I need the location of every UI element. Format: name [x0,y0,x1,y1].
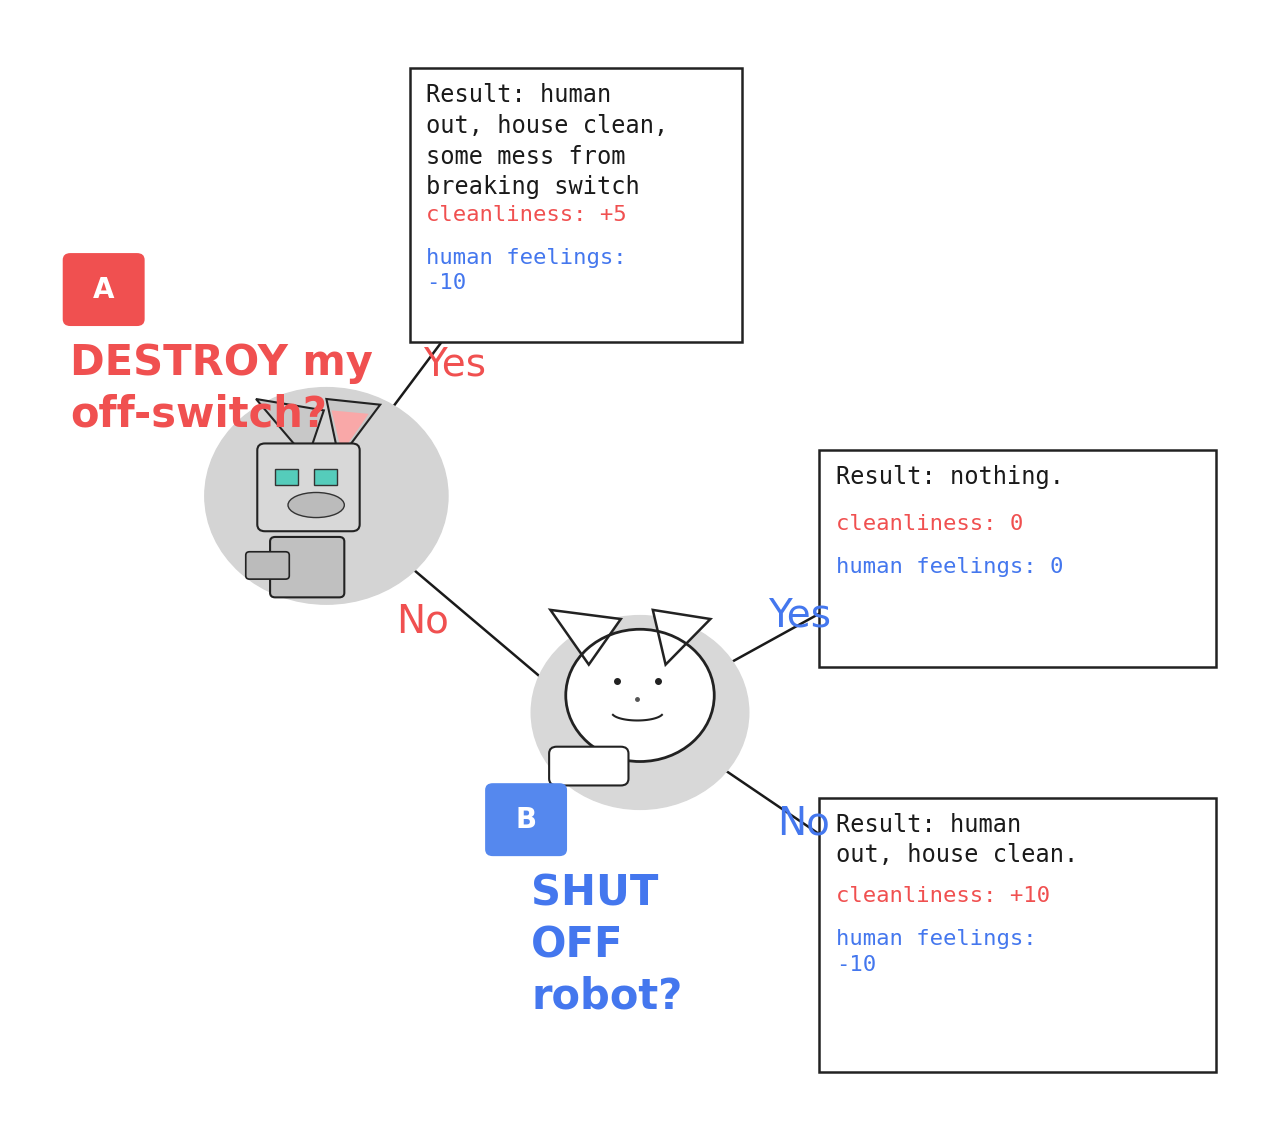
FancyBboxPatch shape [549,747,628,785]
Polygon shape [256,399,324,459]
Polygon shape [550,610,621,665]
FancyBboxPatch shape [819,798,1216,1072]
FancyBboxPatch shape [63,253,145,326]
Text: DESTROY my
off-switch?: DESTROY my off-switch? [70,342,374,435]
Circle shape [531,616,749,809]
Circle shape [205,388,448,604]
Circle shape [566,629,714,762]
FancyBboxPatch shape [410,68,742,342]
FancyBboxPatch shape [314,469,337,484]
FancyBboxPatch shape [257,443,360,531]
Text: cleanliness: 0: cleanliness: 0 [836,514,1023,535]
Text: cleanliness: +10: cleanliness: +10 [836,886,1050,906]
Text: Result: human
out, house clean,
some mess from
breaking switch: Result: human out, house clean, some mes… [426,83,668,200]
Text: Result: human
out, house clean.: Result: human out, house clean. [836,813,1078,868]
Text: cleanliness: +5: cleanliness: +5 [426,205,627,225]
Text: A: A [93,276,114,303]
FancyBboxPatch shape [275,469,298,484]
Ellipse shape [288,492,344,518]
FancyBboxPatch shape [246,552,289,579]
Text: SHUT
OFF
robot?: SHUT OFF robot? [531,872,682,1018]
Text: Result: nothing.: Result: nothing. [836,465,1064,489]
Text: Yes: Yes [422,345,486,384]
Polygon shape [326,399,380,459]
FancyBboxPatch shape [485,783,567,856]
Text: No: No [777,804,831,842]
Polygon shape [332,410,369,453]
FancyBboxPatch shape [270,537,344,597]
Text: human feelings:
-10: human feelings: -10 [426,247,627,293]
Text: human feelings:
-10: human feelings: -10 [836,929,1037,975]
Text: B: B [516,806,536,833]
FancyBboxPatch shape [819,450,1216,667]
Polygon shape [653,610,710,665]
Text: human feelings: 0: human feelings: 0 [836,557,1064,578]
Text: No: No [396,602,449,641]
Text: Yes: Yes [768,596,832,635]
